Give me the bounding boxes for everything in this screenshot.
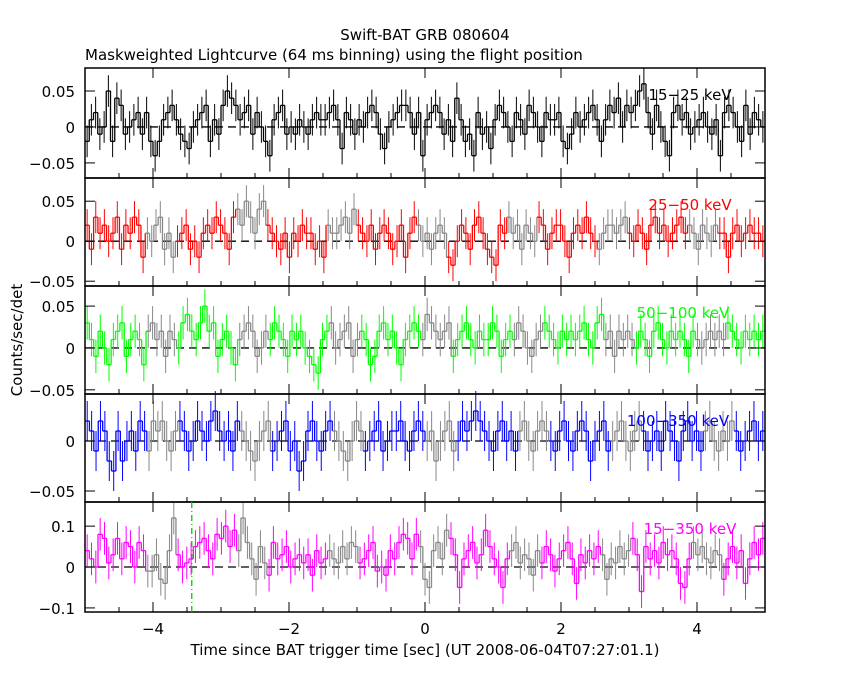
y-tick-label: −0.05 (29, 382, 75, 400)
panel-energy-label: 50−100 keV (637, 304, 730, 322)
y-tick-label: 0.1 (51, 518, 75, 536)
y-tick-label: 0 (65, 340, 75, 358)
panel-50-100-kev: −0.05 0 0.05 50−100 keV (29, 285, 766, 400)
y-tick-label: 0 (65, 559, 75, 577)
y-tick-label: −0.05 (29, 155, 75, 173)
panel-25-50-kev: −0.05 0 0.05 25−50 keV (29, 177, 766, 291)
y-tick-label: −0.05 (29, 273, 75, 291)
x-tick-label: −4 (142, 620, 164, 638)
panel-15-25-kev: −0.05 0 0.05 15−25 keV (29, 67, 766, 179)
y-tick-label: 0 (65, 119, 75, 137)
x-tick-label: −2 (278, 620, 300, 638)
y-tick-label: 0 (65, 433, 75, 451)
y-tick-label: 0.05 (42, 83, 75, 101)
chart-subtitle: Maskweighted Lightcurve (64 ms binning) … (85, 46, 583, 64)
y-tick-label: −0.05 (29, 483, 75, 501)
y-axis-label: Counts/sec/det (8, 284, 26, 397)
y-tick-label: 0 (65, 233, 75, 251)
panel-energy-label: 15−25 keV (648, 86, 732, 104)
x-tick-label: 0 (420, 620, 430, 638)
y-tick-label: −0.1 (39, 600, 75, 618)
panel-100-350-kev: −0.05 0 100−350 keV (29, 391, 766, 503)
x-axis-label: Time since BAT trigger time [sec] (UT 20… (190, 641, 660, 659)
x-tick-label: 2 (556, 620, 566, 638)
panel-energy-label: 100−350 keV (627, 412, 730, 430)
y-tick-label: 0.05 (42, 298, 75, 316)
chart-title: Swift-BAT GRB 080604 (340, 26, 509, 44)
y-tick-label: 0.05 (42, 193, 75, 211)
panel-energy-label: 25−50 keV (648, 196, 732, 214)
panel-frame (84, 177, 766, 287)
x-tick-label: 4 (692, 620, 702, 638)
panel-15-350-kev: −0.1 0 0.1 15−350 keV (39, 501, 766, 618)
panel-energy-label: 15−350 keV (644, 520, 737, 538)
